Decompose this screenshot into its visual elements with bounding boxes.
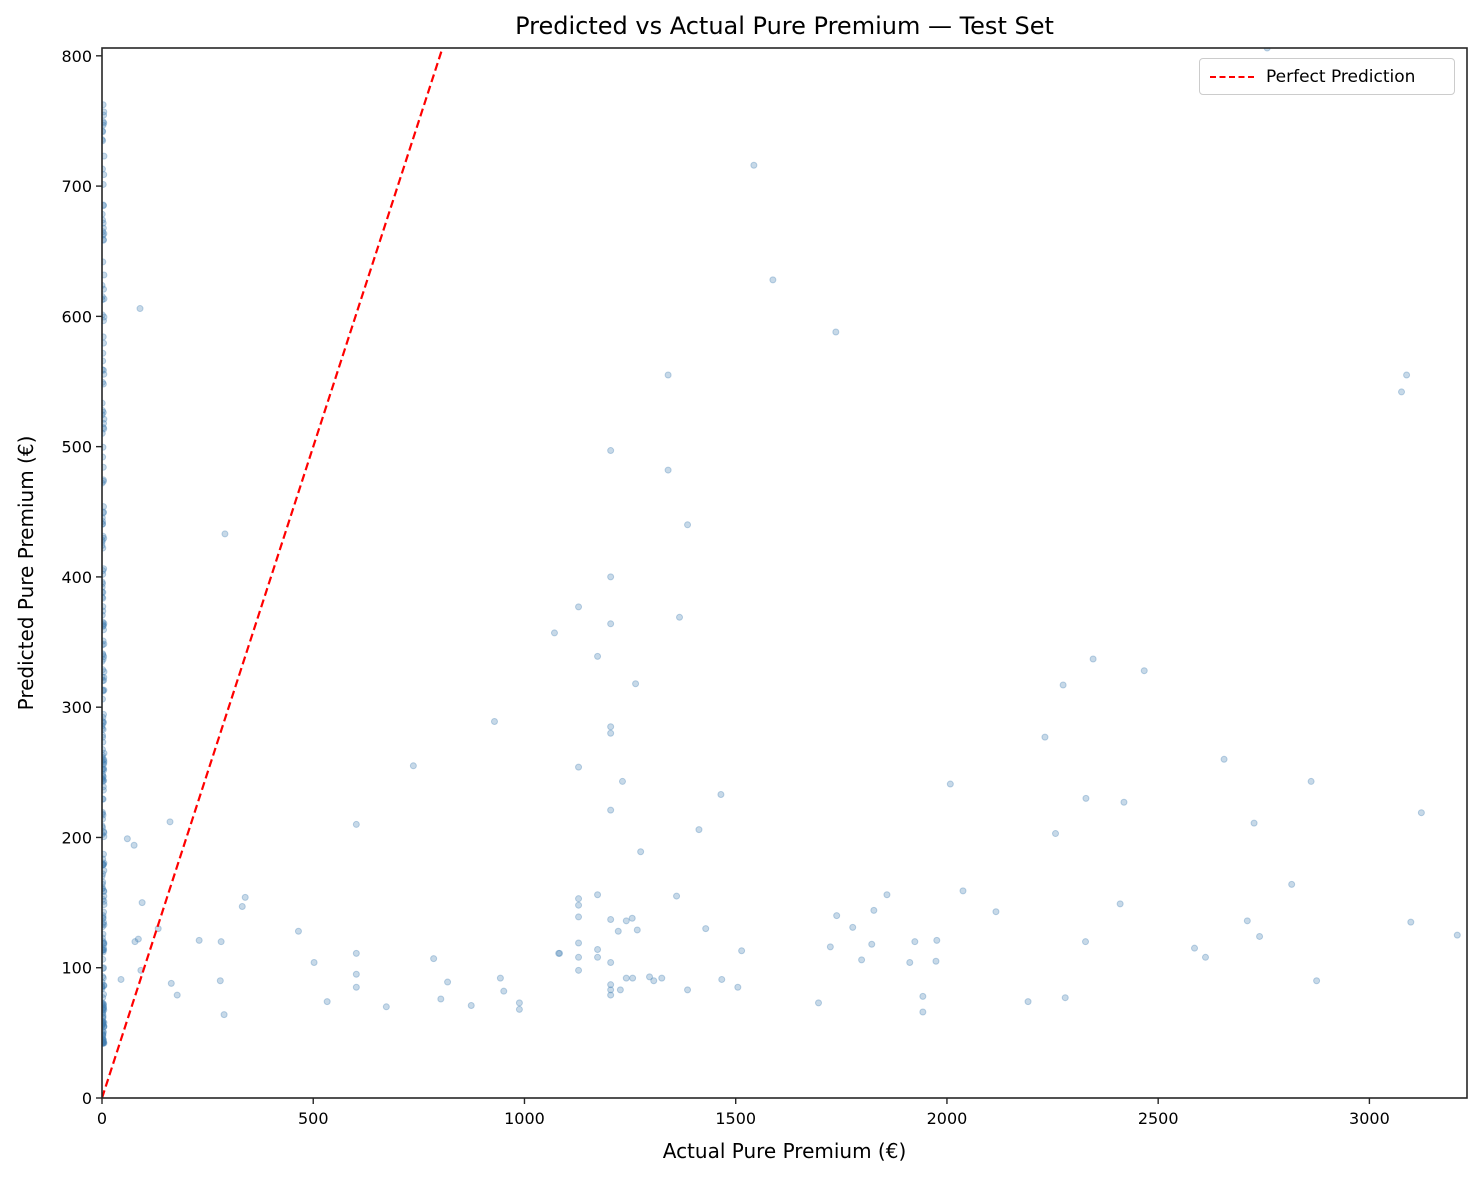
y-axis-label: Predicted Pure Premium (€) — [14, 435, 38, 711]
svg-text:0: 0 — [97, 1109, 107, 1128]
svg-text:3000: 3000 — [1349, 1109, 1390, 1128]
svg-text:2000: 2000 — [927, 1109, 968, 1128]
svg-text:500: 500 — [61, 438, 92, 457]
svg-text:700: 700 — [61, 177, 92, 196]
svg-text:200: 200 — [61, 828, 92, 847]
x-axis-label: Actual Pure Premium (€) — [662, 1139, 907, 1163]
svg-text:1000: 1000 — [504, 1109, 545, 1128]
dashed-line-icon — [1210, 75, 1254, 78]
svg-text:2500: 2500 — [1138, 1109, 1179, 1128]
legend: Perfect Prediction — [1199, 58, 1455, 95]
svg-text:600: 600 — [61, 307, 92, 326]
x-axis-ticks: 0 500 1000 1500 2000 2500 3000 — [97, 1098, 1390, 1128]
data-points — [117, 48, 1461, 1019]
svg-text:100: 100 — [61, 959, 92, 978]
zero-actual-strip — [102, 101, 108, 1047]
svg-text:400: 400 — [61, 568, 92, 587]
svg-text:1500: 1500 — [715, 1109, 756, 1128]
plot-frame — [101, 47, 1468, 1099]
perfect-prediction-line — [102, 48, 444, 1098]
svg-text:0: 0 — [82, 1089, 92, 1108]
svg-text:800: 800 — [61, 47, 92, 66]
y-axis-ticks: 0 100 200 300 400 500 600 700 800 — [61, 47, 102, 1108]
svg-text:300: 300 — [61, 698, 92, 717]
chart-title: Predicted vs Actual Pure Premium — Test … — [515, 12, 1054, 40]
svg-text:500: 500 — [298, 1109, 329, 1128]
legend-label: Perfect Prediction — [1266, 66, 1416, 87]
